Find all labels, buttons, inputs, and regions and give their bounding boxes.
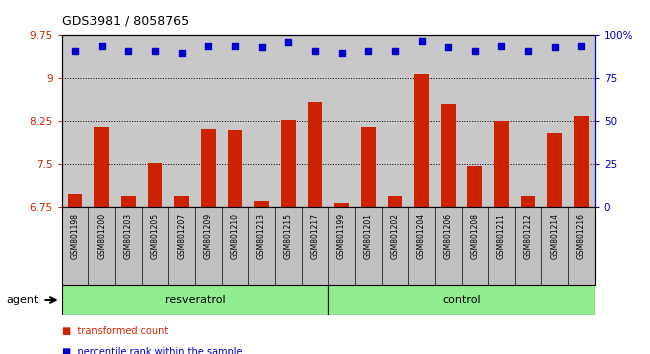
Text: GSM801209: GSM801209: [204, 213, 213, 259]
Text: GSM801202: GSM801202: [391, 213, 399, 259]
Bar: [387, 196, 402, 207]
Bar: [201, 129, 216, 207]
Bar: [414, 74, 429, 207]
Point: [443, 45, 454, 50]
Text: ■  percentile rank within the sample: ■ percentile rank within the sample: [62, 347, 242, 354]
Point: [177, 50, 187, 56]
Bar: [521, 196, 536, 207]
Text: GSM801212: GSM801212: [524, 213, 532, 259]
Point: [469, 48, 480, 54]
Point: [497, 43, 507, 48]
Point: [283, 39, 294, 45]
Text: GDS3981 / 8058765: GDS3981 / 8058765: [62, 14, 189, 27]
Point: [363, 48, 373, 54]
Point: [256, 45, 267, 50]
Point: [337, 50, 347, 56]
Text: agent: agent: [6, 295, 39, 305]
Point: [230, 43, 240, 48]
Text: GSM801214: GSM801214: [551, 213, 559, 259]
Text: GSM801207: GSM801207: [177, 213, 186, 259]
Text: GSM801200: GSM801200: [98, 213, 106, 259]
Point: [577, 43, 587, 48]
Bar: [328, 285, 595, 315]
Point: [150, 48, 161, 54]
Bar: [62, 285, 328, 315]
Text: GSM801199: GSM801199: [337, 213, 346, 259]
Text: GSM801206: GSM801206: [444, 213, 452, 259]
Text: GSM801215: GSM801215: [284, 213, 292, 259]
Text: ■  transformed count: ■ transformed count: [62, 326, 168, 336]
Text: GSM801205: GSM801205: [151, 213, 159, 259]
Bar: [254, 201, 269, 207]
Bar: [307, 102, 322, 207]
Text: GSM801198: GSM801198: [71, 213, 79, 259]
Point: [390, 48, 400, 54]
Bar: [94, 127, 109, 207]
Bar: [441, 104, 456, 207]
Bar: [121, 196, 136, 207]
Text: GSM801216: GSM801216: [577, 213, 586, 259]
Bar: [467, 166, 482, 207]
Text: GSM801208: GSM801208: [471, 213, 479, 259]
Text: GSM801213: GSM801213: [257, 213, 266, 259]
Bar: [148, 163, 162, 207]
Point: [203, 43, 213, 48]
Point: [70, 48, 81, 54]
Bar: [334, 203, 349, 207]
Bar: [281, 120, 296, 207]
Bar: [547, 133, 562, 207]
Point: [124, 48, 134, 54]
Text: resveratrol: resveratrol: [164, 295, 226, 305]
Point: [310, 48, 320, 54]
Bar: [227, 130, 242, 207]
Text: control: control: [442, 295, 481, 305]
Bar: [174, 196, 189, 207]
Text: GSM801203: GSM801203: [124, 213, 133, 259]
Bar: [62, 207, 595, 285]
Bar: [494, 121, 509, 207]
Point: [417, 38, 427, 44]
Point: [523, 48, 533, 54]
Bar: [68, 194, 83, 207]
Bar: [574, 115, 589, 207]
Text: GSM801217: GSM801217: [311, 213, 319, 259]
Text: GSM801201: GSM801201: [364, 213, 372, 259]
Text: GSM801204: GSM801204: [417, 213, 426, 259]
Text: GSM801211: GSM801211: [497, 213, 506, 259]
Point: [96, 43, 107, 48]
Point: [550, 45, 560, 50]
Bar: [361, 127, 376, 207]
Text: GSM801210: GSM801210: [231, 213, 239, 259]
